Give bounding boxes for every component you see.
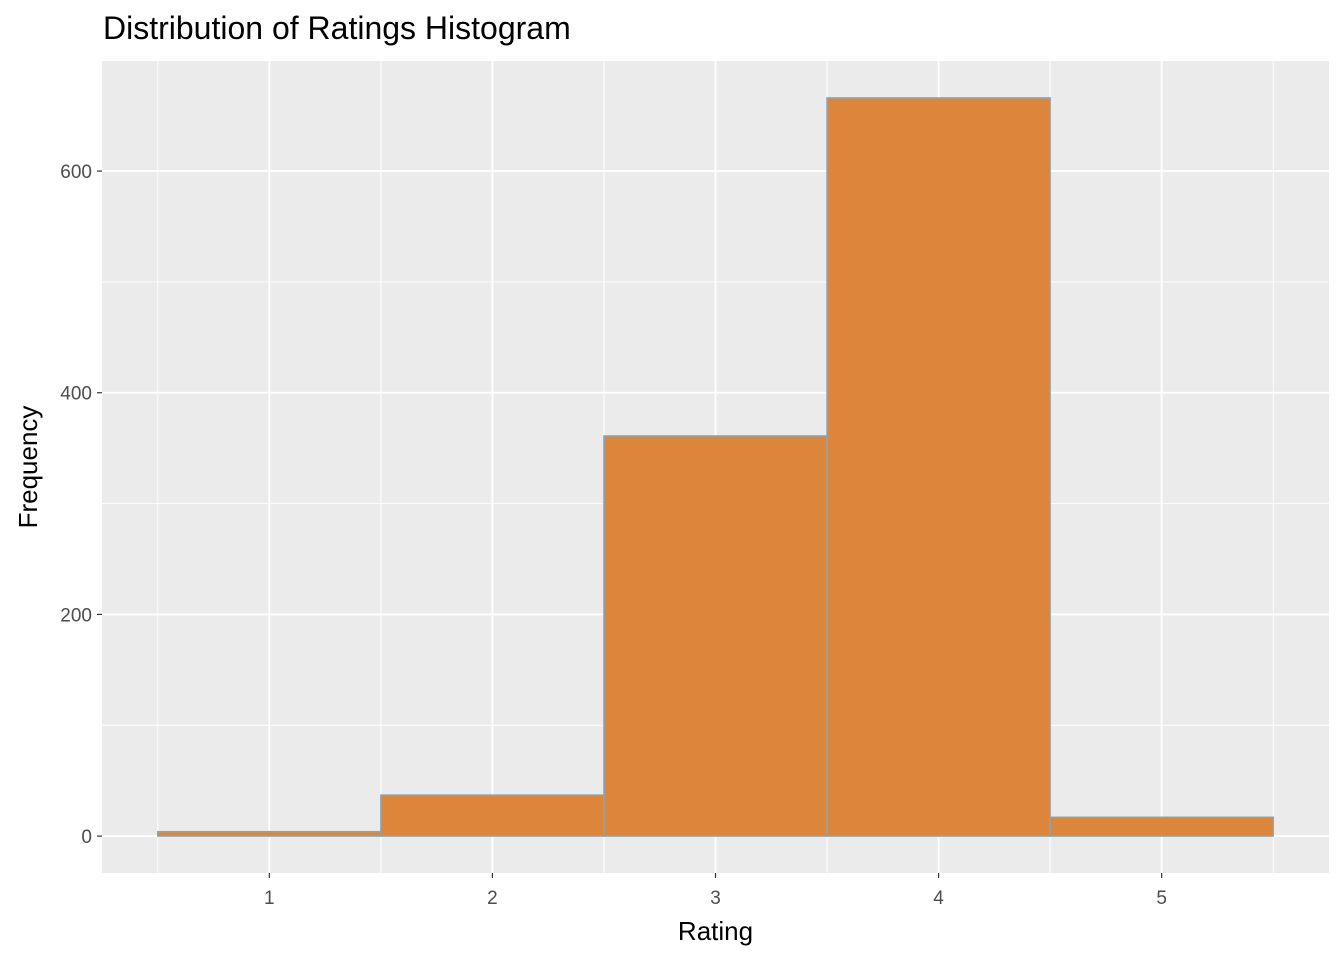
y-axis: 0 200 400 600 [60,162,102,848]
x-tick-label: 1 [264,888,275,909]
x-tick-label: 5 [1156,888,1167,909]
x-axis-title: Rating [678,916,753,946]
x-axis: 1 2 3 4 5 [264,873,1167,909]
y-tick-label: 600 [60,162,92,183]
y-axis-title: Frequency [13,406,43,529]
y-tick-label: 0 [81,827,92,848]
histogram-bar [157,830,382,837]
histogram-bar [1049,816,1274,837]
x-tick-label: 4 [933,888,944,909]
y-tick-label: 200 [60,605,92,626]
chart-title: Distribution of Ratings Histogram [103,10,571,46]
histogram-bar [380,794,605,837]
histogram-bars [157,97,1274,837]
histogram-bar [826,97,1051,837]
x-tick-label: 2 [487,888,498,909]
y-tick-label: 400 [60,384,92,405]
x-tick-label: 3 [710,888,721,909]
histogram-bar [603,435,828,837]
